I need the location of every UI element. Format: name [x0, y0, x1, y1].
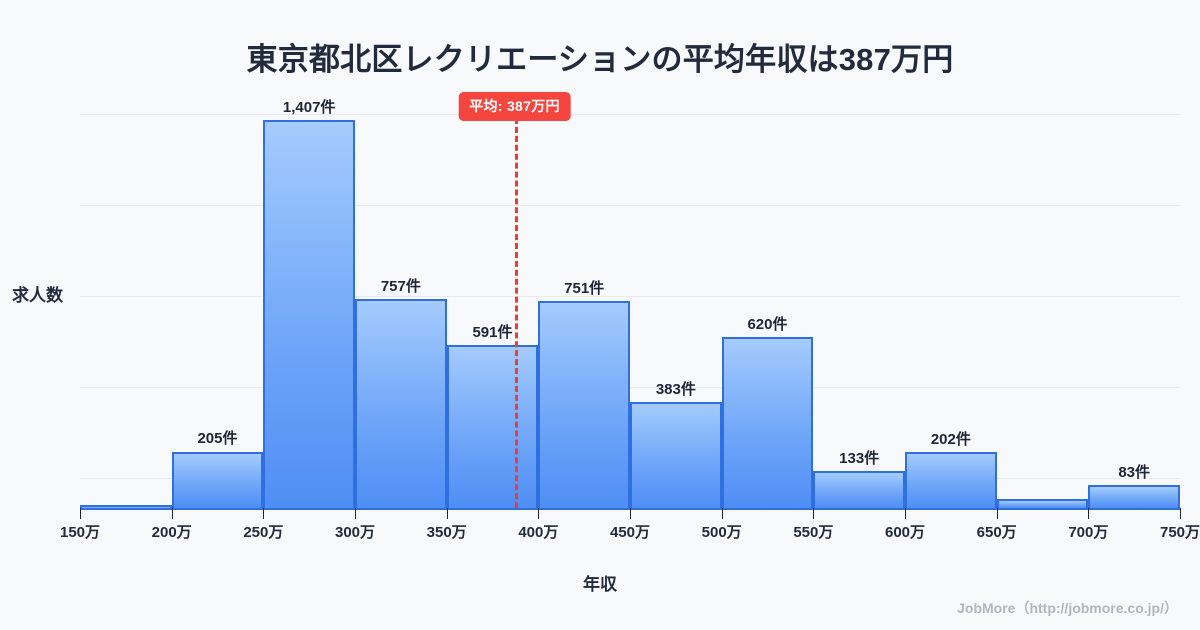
- bar-value-label: 620件: [747, 316, 788, 334]
- bar-value-label: 591件: [472, 324, 513, 342]
- x-tick: [355, 508, 356, 519]
- x-tick: [996, 508, 998, 519]
- bar[interactable]: [171, 451, 264, 508]
- bar-value-label: 383件: [655, 381, 696, 399]
- bar-value-label: 757件: [380, 278, 421, 296]
- bar-value-label: 1,407件: [282, 99, 336, 117]
- x-tick-label: 550万: [793, 524, 834, 541]
- x-tick: [171, 508, 173, 519]
- gridline: [80, 204, 1180, 206]
- bar-value-label: 83件: [1118, 464, 1150, 482]
- gridline: [80, 386, 1180, 388]
- bar-value-label: 202件: [930, 431, 971, 449]
- x-axis-title: 年収: [583, 575, 617, 594]
- y-axis-title: 求人数: [12, 286, 63, 305]
- x-tick-label: 150万: [59, 524, 101, 541]
- bar[interactable]: [905, 452, 997, 508]
- bar[interactable]: [996, 499, 1089, 508]
- mean-line: [514, 118, 518, 508]
- x-tick-label: 200万: [151, 524, 192, 541]
- bar-value-label: 751件: [564, 279, 605, 297]
- x-tick: [813, 508, 815, 519]
- x-tick-label: 650万: [976, 524, 1017, 541]
- bar[interactable]: [630, 402, 722, 508]
- x-tick: [1180, 508, 1181, 519]
- x-tick: [905, 508, 906, 519]
- x-tick-label: 400万: [518, 524, 559, 541]
- x-tick: [446, 508, 448, 519]
- site-credit: JobMore（http://jobmore.co.jp/）: [957, 600, 1178, 616]
- x-tick-label: 250万: [243, 524, 284, 541]
- x-tick: [538, 508, 540, 519]
- x-tick: [1088, 508, 1090, 519]
- gridline: [80, 113, 1180, 115]
- page-title: 東京都北区レクリエーションの平均年収は387万円: [246, 42, 954, 77]
- plot-area: 205件 1,407件 757件 591件 751件 383件 620件 133件 202件 83…: [60, 92, 1200, 541]
- x-tick-label: 300万: [334, 524, 376, 541]
- gridline: [80, 295, 1180, 297]
- bar[interactable]: [1088, 485, 1180, 508]
- x-tick: [630, 508, 631, 519]
- bar[interactable]: [538, 300, 630, 508]
- x-tick-label: 500万: [701, 524, 742, 541]
- bar-value-label: 205件: [197, 430, 238, 448]
- bar[interactable]: [80, 505, 172, 508]
- mean-badge: 平均: 387万円: [458, 92, 571, 121]
- bar[interactable]: [813, 471, 905, 508]
- bar[interactable]: [446, 345, 539, 508]
- x-tick-label: 700万: [1068, 524, 1109, 541]
- x-tick-label: 450万: [609, 524, 651, 541]
- x-tick-label: 750万: [1159, 524, 1200, 541]
- x-tick: [721, 508, 723, 519]
- x-tick: [263, 508, 265, 519]
- bar[interactable]: [721, 337, 814, 508]
- x-tick: [80, 508, 81, 519]
- x-tick-label: 600万: [884, 524, 926, 541]
- x-tick-label: 350万: [426, 524, 467, 541]
- bar[interactable]: [355, 299, 447, 508]
- bar-value-label: 133件: [839, 450, 880, 468]
- bar[interactable]: [263, 120, 355, 508]
